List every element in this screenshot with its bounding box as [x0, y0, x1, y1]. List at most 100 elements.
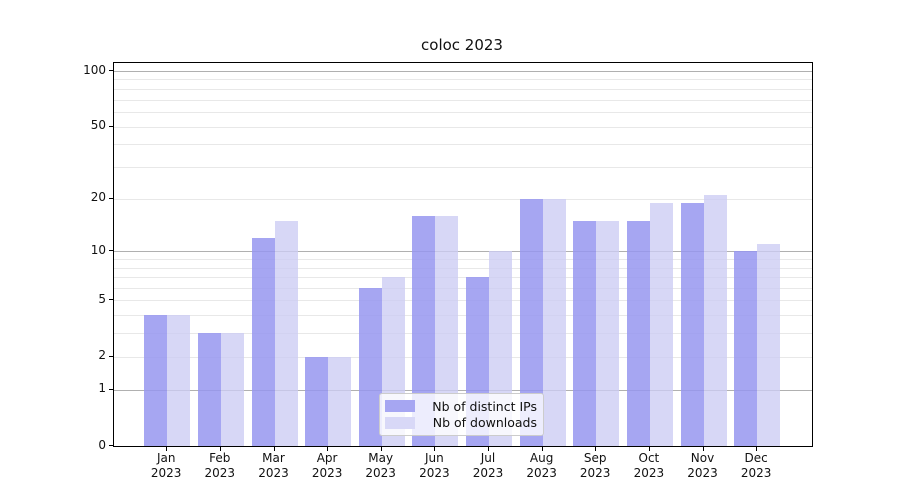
gridline-minor	[114, 99, 812, 101]
legend-label: Nb of distinct IPs	[432, 398, 537, 414]
x-tick-mark	[595, 447, 597, 451]
x-tick-mark	[327, 447, 329, 451]
gridline-minor	[114, 258, 812, 260]
bar-downloads-apr	[328, 356, 352, 446]
x-tick-month: Jan	[156, 451, 176, 465]
bar-downloads-aug	[542, 198, 566, 446]
legend-swatch-downloads	[385, 416, 415, 429]
gridline-minor	[114, 333, 812, 335]
y-tick-label: 10	[90, 242, 106, 257]
x-tick-month: Aug	[529, 451, 554, 465]
y-tick-label: 0	[98, 437, 106, 452]
x-tick-mark	[702, 447, 704, 451]
gridline-major	[114, 71, 812, 72]
gridline-major	[114, 251, 812, 253]
x-tick-label-may: May 2023	[353, 451, 409, 481]
bar-downloads-mar	[274, 220, 298, 446]
bar-downloads-jan	[167, 315, 191, 446]
x-tick-year: 2023	[204, 466, 236, 480]
x-tick-year: 2023	[633, 466, 665, 480]
x-tick-mark	[756, 447, 758, 451]
bar-distinct-ips-mar	[251, 237, 275, 446]
bar-downloads-jun	[435, 215, 459, 446]
x-tick-month: Nov	[690, 451, 715, 465]
chart-title: coloc 2023	[421, 36, 503, 54]
y-tick-label: 1	[98, 381, 106, 396]
gridline-minor	[114, 88, 812, 90]
bar-distinct-ips-may	[358, 287, 382, 446]
x-tick-label-jan: Jan 2023	[138, 451, 194, 481]
x-tick-month: Oct	[638, 451, 660, 465]
x-tick-label-oct: Oct 2023	[621, 451, 677, 481]
y-tick-label: 5	[98, 291, 106, 306]
x-tick-label-apr: Apr 2023	[299, 451, 355, 481]
x-tick-mark	[219, 447, 221, 451]
x-tick-month: Feb	[209, 451, 231, 465]
bar-distinct-ips-nov	[680, 202, 704, 446]
x-tick-label-dec: Dec 2023	[728, 451, 784, 481]
x-tick-mark	[380, 447, 382, 451]
gridline-minor	[114, 167, 812, 168]
gridline-minor	[114, 126, 812, 128]
x-tick-year: 2023	[472, 466, 504, 480]
bar-distinct-ips-jan	[144, 315, 168, 446]
x-tick-year: 2023	[258, 466, 289, 480]
x-tick-year: 2023	[579, 466, 611, 480]
y-tick-mark	[109, 125, 113, 127]
x-tick-year: 2023	[365, 466, 396, 480]
gridline-minor	[114, 287, 812, 289]
y-tick-label: 50	[90, 118, 106, 132]
y-tick-mark	[109, 197, 113, 199]
y-tick-label: 2	[98, 348, 106, 363]
x-tick-month: Jun	[425, 451, 444, 465]
gridline-minor	[114, 198, 812, 200]
bar-distinct-ips-sep	[573, 220, 597, 446]
x-tick-label-nov: Nov 2023	[675, 451, 731, 481]
x-tick-mark	[166, 447, 168, 451]
x-tick-month: May	[368, 451, 394, 465]
x-tick-mark	[648, 447, 650, 451]
gridline-minor	[114, 277, 812, 278]
y-tick-mark	[109, 355, 113, 357]
legend: Nb of distinct IPs Nb of downloads	[379, 393, 544, 436]
bar-downloads-nov	[703, 194, 727, 446]
x-tick-month: Apr	[316, 451, 338, 465]
x-tick-mark	[541, 447, 543, 451]
legend-item: Nb of downloads	[385, 415, 537, 431]
x-tick-mark	[273, 447, 275, 451]
x-tick-year: 2023	[150, 466, 182, 480]
x-tick-month: Sep	[583, 451, 607, 465]
gridline-major	[114, 389, 812, 391]
x-tick-year: 2023	[687, 466, 718, 480]
y-tick-label: 20	[90, 190, 106, 205]
y-tick-mark	[109, 445, 113, 446]
x-tick-year: 2023	[526, 466, 557, 480]
y-tick-label: 100	[83, 62, 106, 77]
x-tick-label-jun: Jun 2023	[406, 451, 462, 481]
bar-downloads-oct	[649, 202, 673, 446]
x-tick-month: Jul	[480, 451, 496, 465]
plot-area	[113, 62, 813, 447]
x-tick-month: Dec	[744, 451, 768, 465]
bar-distinct-ips-apr	[305, 356, 329, 446]
x-tick-mark	[434, 447, 436, 451]
bar-downloads-dec	[757, 244, 781, 446]
y-tick-mark	[109, 70, 113, 71]
x-tick-label-aug: Aug 2023	[514, 451, 570, 481]
x-tick-year: 2023	[740, 466, 772, 480]
gridline-minor	[114, 144, 812, 146]
gridline-minor	[114, 79, 812, 81]
bar-distinct-ips-oct	[626, 220, 650, 446]
gridline-minor	[114, 267, 812, 269]
legend-label: Nb of downloads	[432, 415, 537, 431]
x-tick-mark	[488, 447, 489, 451]
bar-distinct-ips-dec	[734, 251, 758, 446]
x-tick-year: 2023	[419, 466, 450, 480]
y-tick-mark	[109, 388, 113, 390]
y-tick-mark	[109, 299, 113, 301]
bar-downloads-feb	[220, 333, 244, 446]
x-tick-month: Mar	[262, 451, 285, 465]
gridline-minor	[114, 315, 812, 317]
gridline-minor	[114, 300, 812, 302]
